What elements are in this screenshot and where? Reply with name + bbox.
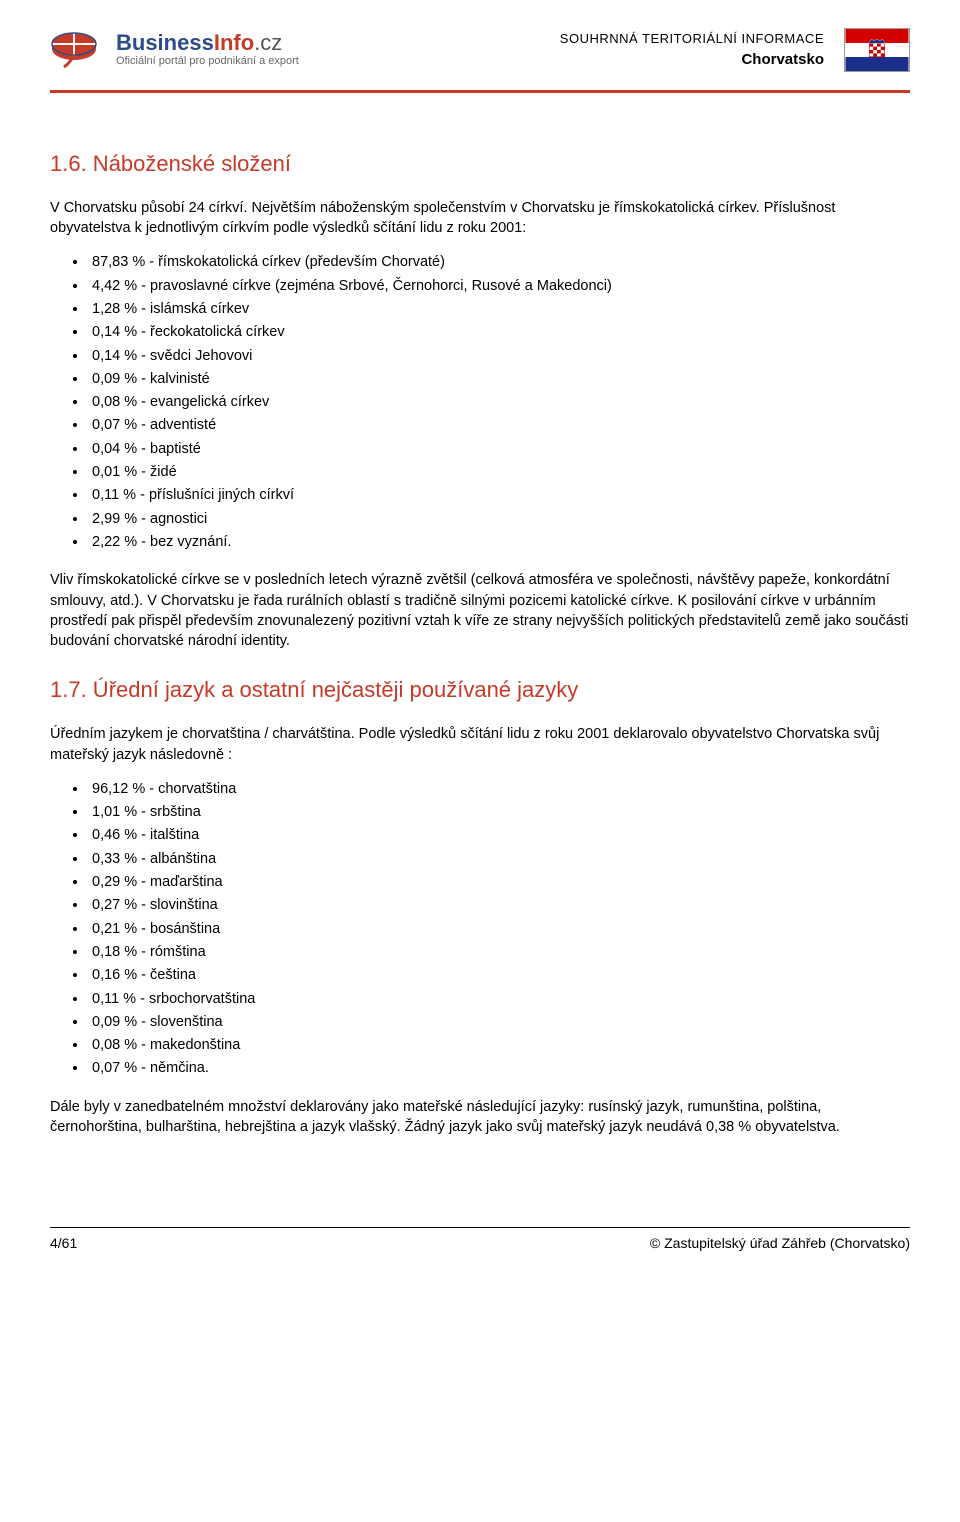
list-item: 0,14 % - svědci Jehovovi bbox=[88, 346, 910, 366]
page-number: 4/61 bbox=[50, 1234, 77, 1254]
list-item: 0,16 % - čeština bbox=[88, 965, 910, 985]
religion-list: 87,83 % - římskokatolická církev (předev… bbox=[50, 252, 910, 552]
list-item: 87,83 % - římskokatolická církev (předev… bbox=[88, 252, 910, 272]
list-item: 96,12 % - chorvatština bbox=[88, 779, 910, 799]
section-1-7-title: 1.7. Úřední jazyk a ostatní nejčastěji p… bbox=[50, 675, 910, 706]
logo-icon bbox=[50, 29, 104, 71]
logo-text: BusinessInfo.cz Oficiální portál pro pod… bbox=[116, 31, 299, 69]
section-1-7-outro: Dále byly v zanedbatelném množství dekla… bbox=[50, 1097, 910, 1138]
list-item: 0,11 % - příslušníci jiných církví bbox=[88, 485, 910, 505]
list-item: 0,11 % - srbochorvatština bbox=[88, 989, 910, 1009]
list-item: 2,99 % - agnostici bbox=[88, 509, 910, 529]
logo-block: BusinessInfo.cz Oficiální portál pro pod… bbox=[50, 29, 299, 71]
language-list: 96,12 % - chorvatština 1,01 % - srbština 0… bbox=[50, 779, 910, 1079]
page-footer: 4/61 © Zastupitelský úřad Záhřeb (Chorva… bbox=[50, 1227, 910, 1254]
list-item: 0,21 % - bosánština bbox=[88, 919, 910, 939]
list-item: 0,33 % - albánština bbox=[88, 849, 910, 869]
list-item: 0,08 % - makedonština bbox=[88, 1035, 910, 1055]
section-1-7-intro: Úředním jazykem je chorvatština / charvá… bbox=[50, 724, 910, 765]
list-item: 0,14 % - řeckokatolická církev bbox=[88, 322, 910, 342]
list-item: 0,46 % - italština bbox=[88, 825, 910, 845]
list-item: 4,42 % - pravoslavné církve (zejména Srb… bbox=[88, 276, 910, 296]
list-item: 2,22 % - bez vyznání. bbox=[88, 532, 910, 552]
list-item: 0,07 % - adventisté bbox=[88, 415, 910, 435]
doc-type: SOUHRNNÁ TERITORIÁLNÍ INFORMACE bbox=[560, 30, 824, 48]
list-item: 1,01 % - srbština bbox=[88, 802, 910, 822]
list-item: 0,29 % - maďarština bbox=[88, 872, 910, 892]
header-right: SOUHRNNÁ TERITORIÁLNÍ INFORMACE Chorvats… bbox=[560, 28, 910, 72]
logo-word-1: Business bbox=[116, 30, 214, 55]
list-item: 0,09 % - slovenština bbox=[88, 1012, 910, 1032]
list-item: 0,18 % - rómština bbox=[88, 942, 910, 962]
list-item: 0,04 % - baptisté bbox=[88, 439, 910, 459]
page-header: BusinessInfo.cz Oficiální portál pro pod… bbox=[50, 28, 910, 93]
list-item: 0,09 % - kalvinisté bbox=[88, 369, 910, 389]
section-1-6-outro: Vliv římskokatolické církve se v posledn… bbox=[50, 570, 910, 651]
section-1-6-title: 1.6. Náboženské složení bbox=[50, 149, 910, 180]
list-item: 0,08 % - evangelická církev bbox=[88, 392, 910, 412]
logo-word-2: Info bbox=[214, 30, 254, 55]
list-item: 1,28 % - islámská církev bbox=[88, 299, 910, 319]
logo-suffix: .cz bbox=[254, 30, 282, 55]
list-item: 0,01 % - židé bbox=[88, 462, 910, 482]
header-meta: SOUHRNNÁ TERITORIÁLNÍ INFORMACE Chorvats… bbox=[560, 30, 824, 69]
flag-icon bbox=[844, 28, 910, 72]
footer-source: © Zastupitelský úřad Záhřeb (Chorvatsko) bbox=[650, 1234, 910, 1254]
logo-subtitle: Oficiální portál pro podnikání a export bbox=[116, 54, 299, 69]
list-item: 0,07 % - němčina. bbox=[88, 1058, 910, 1078]
list-item: 0,27 % - slovinština bbox=[88, 895, 910, 915]
doc-country: Chorvatsko bbox=[560, 49, 824, 70]
section-1-6-intro: V Chorvatsku působí 24 církví. Největším… bbox=[50, 198, 910, 239]
